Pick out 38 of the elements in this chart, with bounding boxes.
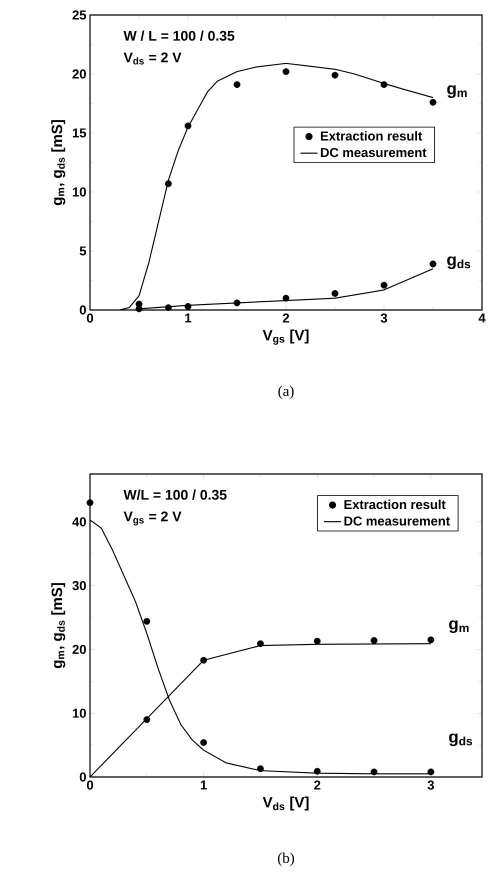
y-tick-label: 15 [72,128,86,138]
y-tick-label: 0 [80,772,86,782]
x-tick-label: 4 [478,314,486,322]
x-tick-label: 1 [185,314,192,322]
annotation: V$_{gs}$ = 2 V [124,512,182,526]
x-tick-label: 3 [380,314,388,323]
y-tick-label: 10 [72,187,86,197]
x-axis-title: V$_{gs}$ [V] [262,330,309,345]
x-tick-label: 2 [282,314,290,323]
annotation: g$_{m}$ [447,85,467,98]
y-tick-label: 20 [72,69,86,79]
y-tick-label: 0 [80,305,86,315]
annotation: g$_{ds}$ [447,256,470,270]
y-axis-title: g$_{m}$, g$_{ds}$ [mS] [51,583,66,668]
legend-label: DC measurement [344,516,450,526]
y-tick-label: 20 [72,644,86,654]
x-tick-label: 3 [428,780,434,790]
legend-label: Extraction result [320,131,422,141]
y-tick-label: 30 [72,581,86,590]
text: (b) [278,852,294,866]
y-tick-label: 25 [72,10,86,20]
y-tick-label: 10 [72,708,86,718]
x-tick-label: 2 [314,780,320,790]
x-axis-title: V$_{ds}$ [V] [262,796,309,810]
x-tick-label: 1 [200,780,207,790]
x-tick-label: 0 [86,314,94,323]
annotation: g$_{m}$ [449,620,469,634]
legend-label: Extraction result [344,500,446,510]
annotation: W / L = 100 / 0.35 [124,30,234,41]
annotation: V$_{ds}$ = 2 V [124,52,182,64]
text: (a) [278,386,294,400]
legend-label: DC measurement [320,148,426,158]
y-axis-title: g$_{m}$, g$_{ds}$ [mS] [51,120,66,206]
y-tick-label: 5 [80,246,86,256]
annotation: W/L = 100 / 0.35 [124,490,227,500]
y-tick-label: 40 [72,517,86,526]
annotation: g$_{ds}$ [449,733,472,746]
x-tick-label: 0 [86,780,94,790]
